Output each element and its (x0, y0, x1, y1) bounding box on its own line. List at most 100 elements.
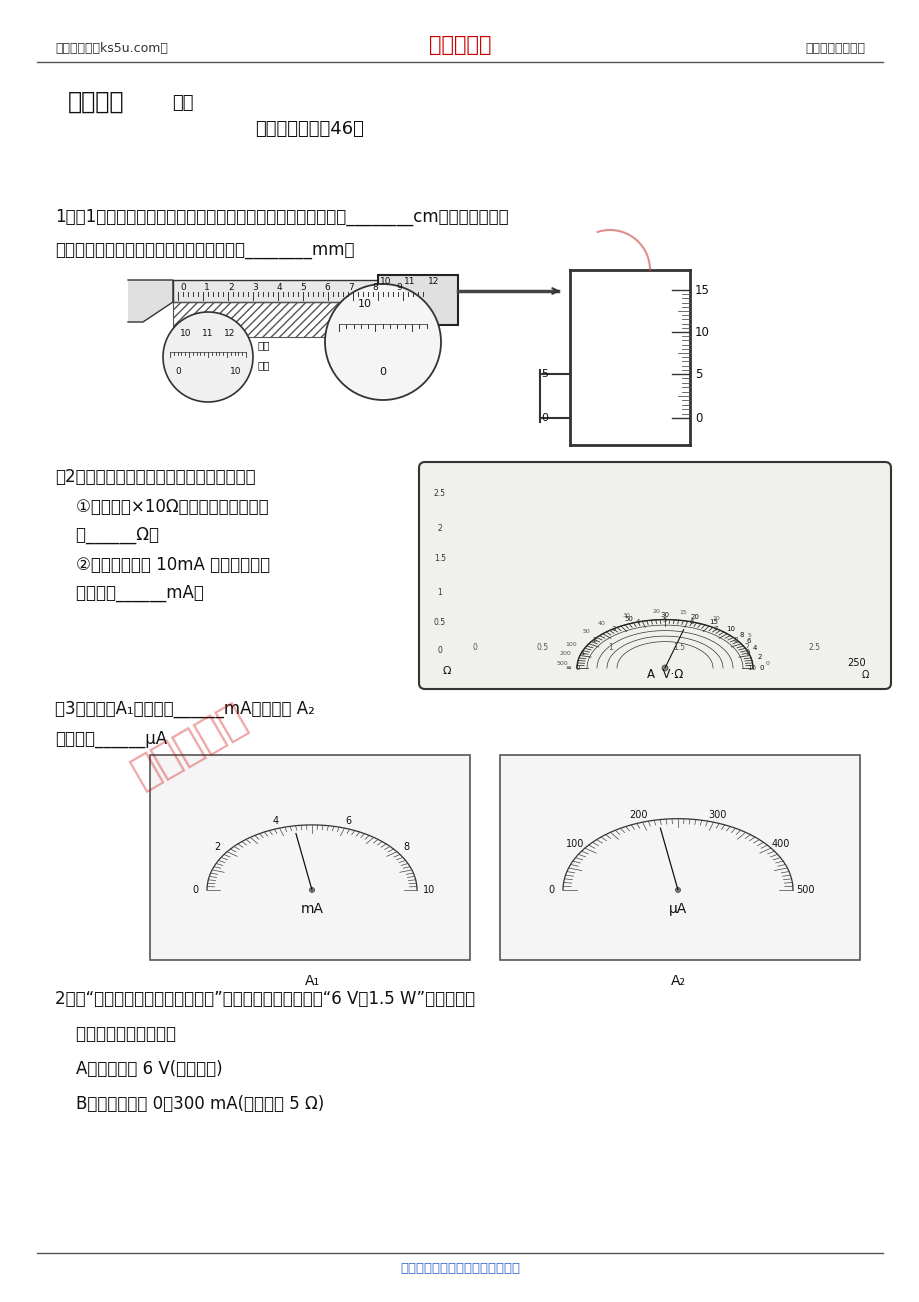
Text: 为______Ω。: 为______Ω。 (55, 526, 159, 544)
Text: 2: 2 (592, 637, 596, 643)
Text: 30: 30 (660, 612, 669, 617)
Text: 1.5: 1.5 (673, 643, 685, 652)
Text: A．直流电源 6 V(内阻不计): A．直流电源 6 V(内阻不计) (55, 1060, 222, 1078)
Text: 0: 0 (541, 413, 548, 423)
Text: 6: 6 (689, 620, 693, 625)
Text: 15: 15 (709, 618, 717, 625)
Text: 30: 30 (622, 613, 630, 618)
Text: 11: 11 (202, 329, 213, 339)
Text: 0: 0 (765, 660, 768, 665)
Text: 6: 6 (323, 283, 330, 292)
Text: ∞: ∞ (564, 665, 571, 671)
Text: 400: 400 (771, 838, 789, 849)
Text: 50: 50 (624, 616, 632, 621)
Text: 0: 0 (548, 885, 553, 894)
Text: 则读数为______mA。: 则读数为______mA。 (55, 585, 204, 602)
Text: 10: 10 (746, 665, 755, 671)
Text: Ω: Ω (442, 667, 450, 676)
Text: A  V·Ω: A V·Ω (646, 668, 683, 681)
Text: 100: 100 (565, 838, 584, 849)
Text: 250: 250 (846, 658, 866, 668)
Text: 7: 7 (347, 283, 354, 292)
Circle shape (675, 888, 680, 892)
Text: 50: 50 (582, 629, 589, 634)
Text: mA: mA (301, 902, 323, 917)
Text: 高考资源网: 高考资源网 (125, 695, 255, 794)
Text: 5: 5 (300, 283, 305, 292)
Text: 0: 0 (180, 283, 186, 292)
Text: Ω: Ω (860, 671, 868, 680)
Text: A₁: A₁ (304, 974, 319, 988)
Text: 10: 10 (694, 326, 709, 339)
Text: 1.5: 1.5 (434, 553, 446, 562)
Text: 2.5: 2.5 (434, 490, 446, 499)
Text: 某同学用螺旋测微器测量（如图），示数为________mm。: 某同学用螺旋测微器测量（如图），示数为________mm。 (55, 242, 354, 260)
Text: 0.5: 0.5 (434, 618, 446, 628)
Bar (378, 275, 458, 326)
Text: 4: 4 (276, 283, 281, 292)
Text: 10: 10 (230, 367, 242, 376)
Text: 8: 8 (371, 283, 378, 292)
Text: 12: 12 (428, 277, 439, 286)
Text: 10: 10 (726, 626, 735, 631)
Text: 1: 1 (579, 650, 584, 656)
Text: 12: 12 (224, 329, 235, 339)
Text: 物理基础: 物理基础 (68, 90, 124, 115)
Text: 0: 0 (575, 665, 580, 671)
Text: 2．在“描绘小灯泡的伏安特性曲线”的实验中，除有一标有“6 V，1.5 W”的小灯泡、: 2．在“描绘小灯泡的伏安特性曲线”的实验中，除有一标有“6 V，1.5 W”的小… (55, 990, 474, 1008)
Text: 0: 0 (175, 367, 181, 376)
Text: 5: 5 (541, 368, 548, 379)
Text: A₂: A₂ (670, 974, 685, 988)
Text: 4: 4 (635, 620, 640, 625)
Text: 11: 11 (403, 277, 415, 286)
Text: 300: 300 (708, 810, 726, 820)
Text: 200: 200 (629, 810, 647, 820)
Text: 1．（1）在一次实验时某同学用游标卡尺测量（如图），示数为________cm。在一次实验时: 1．（1）在一次实验时某同学用游标卡尺测量（如图），示数为________cm。… (55, 208, 508, 227)
Text: 0.5: 0.5 (537, 643, 549, 652)
Text: 4: 4 (752, 644, 756, 651)
Text: 500: 500 (795, 885, 813, 894)
Text: 物理基础精练（46）: 物理基础精练（46） (255, 120, 364, 138)
Text: 主尺: 主尺 (257, 340, 270, 350)
Text: 0: 0 (380, 367, 386, 378)
Text: ②如果是用直流 10mA 挡测量电流，: ②如果是用直流 10mA 挡测量电流， (55, 556, 270, 574)
Text: 您身边的高考专家: 您身边的高考专家 (804, 42, 864, 55)
Text: 10: 10 (712, 616, 720, 621)
Text: 10: 10 (357, 299, 371, 309)
Text: 3: 3 (252, 283, 257, 292)
Text: 高考资源网版权所有，侵权必究！: 高考资源网版权所有，侵权必究！ (400, 1262, 519, 1275)
Text: 200: 200 (559, 651, 571, 656)
Text: 8: 8 (403, 842, 409, 853)
Text: 2: 2 (757, 654, 761, 660)
Text: 6: 6 (746, 638, 751, 644)
Text: 2: 2 (214, 842, 221, 853)
Text: 500: 500 (556, 660, 568, 665)
Text: μA: μA (668, 902, 686, 917)
Text: 1: 1 (437, 589, 442, 598)
Text: 5: 5 (694, 367, 701, 380)
Circle shape (163, 312, 253, 402)
Polygon shape (128, 280, 173, 322)
Text: 0: 0 (472, 643, 477, 652)
Text: 10: 10 (180, 329, 191, 339)
Text: 0: 0 (759, 665, 764, 671)
Text: （2）如图为一正在测量中的多用电表表盘。: （2）如图为一正在测量中的多用电表表盘。 (55, 467, 255, 486)
Text: 6: 6 (345, 816, 351, 825)
Text: 20: 20 (652, 609, 659, 615)
Text: 复习: 复习 (172, 94, 193, 112)
Text: 2.5: 2.5 (808, 643, 820, 652)
Text: 游标: 游标 (257, 359, 270, 370)
Text: 0: 0 (437, 646, 442, 655)
Text: 2: 2 (743, 643, 749, 652)
Text: 3: 3 (611, 626, 616, 633)
Text: ①如果是用×10Ω挡测量电阻，则读数: ①如果是用×10Ω挡测量电阻，则读数 (55, 497, 268, 516)
Text: 5: 5 (746, 633, 751, 638)
Text: 导线和开关外，还有：: 导线和开关外，还有： (55, 1025, 176, 1043)
Circle shape (324, 284, 440, 400)
Text: 1: 1 (204, 283, 210, 292)
Text: 2: 2 (437, 523, 442, 533)
FancyBboxPatch shape (418, 462, 890, 689)
Text: 15: 15 (694, 284, 709, 297)
Text: B．直流电流表 0～300 mA(内阻约为 5 Ω): B．直流电流表 0～300 mA(内阻约为 5 Ω) (55, 1095, 323, 1113)
Text: 0: 0 (694, 411, 701, 424)
